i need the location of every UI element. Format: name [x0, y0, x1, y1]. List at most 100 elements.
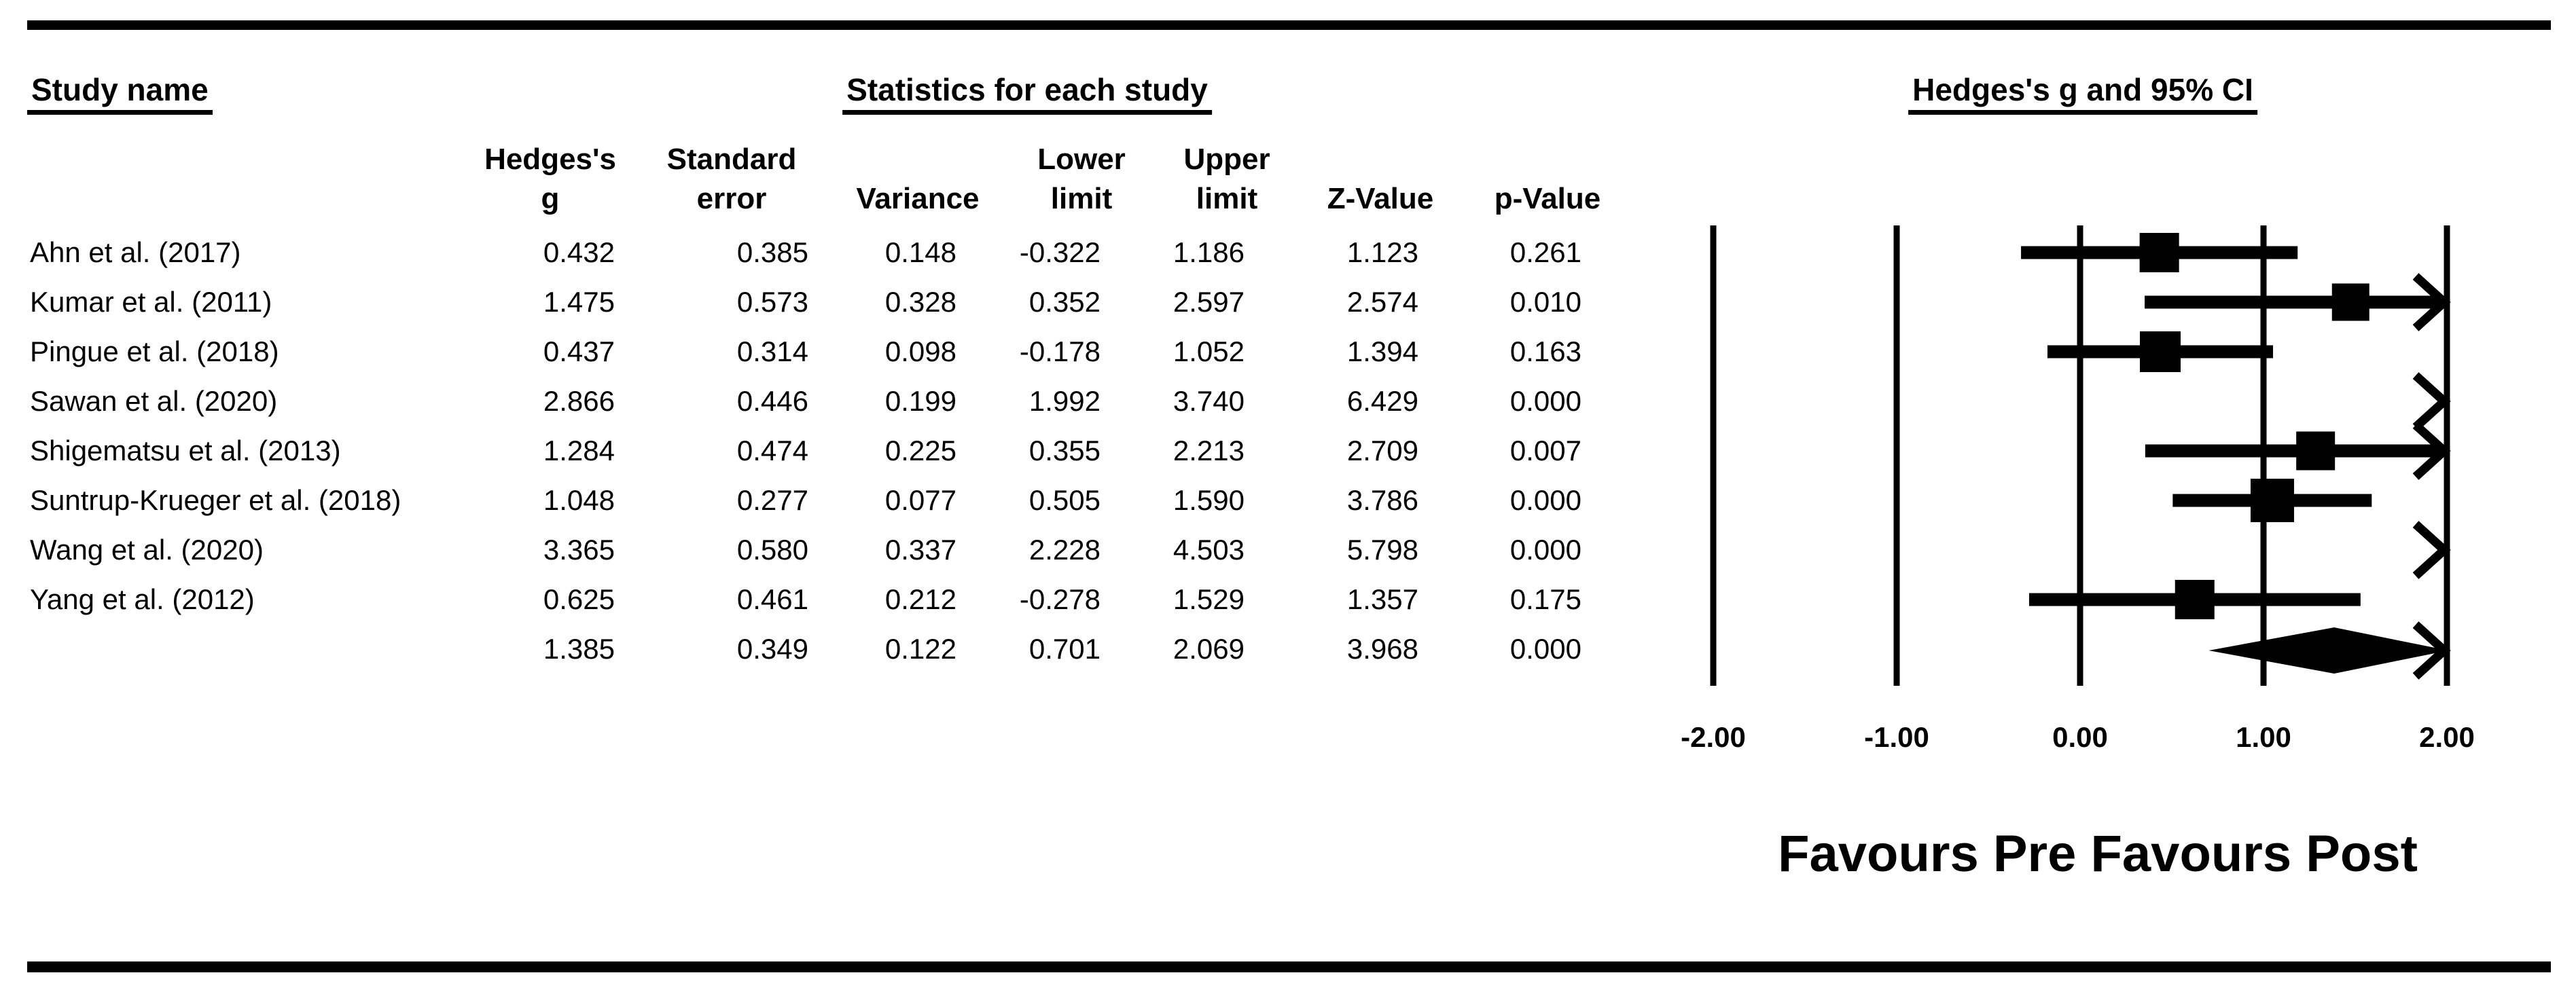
- study-name-label: Pingue et al. (2018): [30, 335, 279, 367]
- ci-plot-section-header: Hedges's g and 95% CI: [1908, 72, 2257, 115]
- cell-variance: 0.212: [884, 583, 956, 615]
- cell-se: 0.461: [736, 583, 808, 615]
- cell-lower: 0.505: [1028, 484, 1101, 516]
- cell-g: 1.284: [543, 435, 615, 466]
- study-name-label: Shigematsu et al. (2013): [30, 435, 341, 466]
- cell-lower: 2.228: [1028, 534, 1101, 566]
- cell-g: 1.475: [543, 286, 615, 318]
- summary-diamond: [2208, 627, 2448, 674]
- column-header-variance: Variance: [856, 182, 980, 215]
- cell-lower: -0.278: [1019, 583, 1101, 615]
- cell-g: 3.365: [543, 534, 615, 566]
- cell-p: 0.163: [1509, 335, 1581, 367]
- axis-tick-label: -2.00: [1681, 721, 1746, 753]
- study-weight-square: [2139, 331, 2181, 372]
- cell-se: 0.277: [736, 484, 808, 516]
- cell-se: 0.573: [736, 286, 808, 318]
- cell-g: 1.048: [543, 484, 615, 516]
- cell-variance: 0.337: [884, 534, 956, 566]
- ci-clipped-arrow-icon: [2412, 521, 2451, 579]
- top-border-rule: [27, 20, 2551, 30]
- study-name-label: Sawan et al. (2020): [30, 385, 278, 417]
- cell-variance: 0.098: [884, 335, 956, 367]
- cell-upper: 2.597: [1173, 286, 1245, 318]
- cell-p: 0.261: [1509, 236, 1581, 268]
- cell-z: 1.123: [1346, 236, 1418, 268]
- axis-tick-label: 1.00: [2236, 721, 2291, 753]
- cell-p: 0.010: [1509, 286, 1581, 318]
- cell-p: 0.000: [1509, 534, 1581, 566]
- cell-upper: 3.740: [1173, 385, 1245, 417]
- cell-p: 0.007: [1509, 435, 1581, 466]
- favours-axis-label: Favours Pre Favours Post: [1778, 825, 2418, 883]
- cell-se: 0.580: [736, 534, 808, 566]
- ci-clipped-arrow-icon: [2412, 372, 2451, 430]
- cell-se: 0.474: [736, 435, 808, 466]
- cell-variance: 0.122: [884, 633, 956, 665]
- cell-upper: 2.069: [1173, 633, 1245, 665]
- study-weight-square: [2250, 479, 2294, 522]
- cell-se: 0.349: [736, 633, 808, 665]
- cell-g: 0.437: [543, 335, 615, 367]
- cell-upper: 4.503: [1173, 534, 1245, 566]
- cell-z: 2.574: [1346, 286, 1418, 318]
- study-name-label: Wang et al. (2020): [30, 534, 264, 566]
- cell-g: 0.432: [543, 236, 615, 268]
- axis-tick-label: 0.00: [2052, 721, 2108, 753]
- cell-upper: 1.590: [1173, 484, 1245, 516]
- cell-z: 1.357: [1346, 583, 1418, 615]
- column-header-lower: Lower limit: [1037, 143, 1126, 215]
- study-weight-square: [2296, 431, 2336, 471]
- cell-z: 2.709: [1346, 435, 1418, 466]
- cell-g: 0.625: [543, 583, 615, 615]
- column-header-upper: Upper limit: [1183, 143, 1270, 215]
- column-header-p: p-Value: [1494, 182, 1601, 215]
- cell-lower: -0.178: [1019, 335, 1101, 367]
- ci-clipped-arrow-icon: [2412, 422, 2451, 480]
- cell-variance: 0.148: [884, 236, 956, 268]
- cell-lower: 0.352: [1028, 286, 1101, 318]
- column-header-g: Hedges's g: [484, 143, 616, 215]
- study-weight-square: [2331, 283, 2369, 321]
- cell-variance: 0.225: [884, 435, 956, 466]
- column-header-se: Standard error: [666, 143, 797, 215]
- cell-g: 1.385: [543, 633, 615, 665]
- ci-clipped-arrow-icon: [2412, 273, 2451, 331]
- cell-z: 3.968: [1346, 633, 1418, 665]
- cell-p: 0.000: [1509, 633, 1581, 665]
- cell-lower: -0.322: [1019, 236, 1101, 268]
- cell-g: 2.866: [543, 385, 615, 417]
- study-weight-square: [2139, 233, 2179, 272]
- study-name-label: Ahn et al. (2017): [30, 236, 241, 268]
- cell-variance: 0.199: [884, 385, 956, 417]
- cell-p: 0.000: [1509, 385, 1581, 417]
- cell-se: 0.385: [736, 236, 808, 268]
- axis-tick-label: 2.00: [2419, 721, 2475, 753]
- cell-upper: 1.052: [1173, 335, 1245, 367]
- cell-variance: 0.328: [884, 286, 956, 318]
- cell-lower: 0.701: [1028, 633, 1101, 665]
- cell-z: 6.429: [1346, 385, 1418, 417]
- study-name-label: Suntrup-Krueger et al. (2018): [30, 484, 401, 516]
- study-name-section-header: Study name: [27, 72, 213, 115]
- cell-upper: 1.186: [1173, 236, 1245, 268]
- statistics-section-header: Statistics for each study: [842, 72, 1212, 115]
- cell-upper: 2.213: [1173, 435, 1245, 466]
- study-name-label: Yang et al. (2012): [30, 583, 255, 615]
- cell-p: 0.000: [1509, 484, 1581, 516]
- cell-z: 1.394: [1346, 335, 1418, 367]
- cell-p: 0.175: [1509, 583, 1581, 615]
- cell-lower: 1.992: [1028, 385, 1101, 417]
- ci-clipped-arrow-icon: [2412, 621, 2451, 680]
- study-weight-square: [2175, 580, 2215, 619]
- axis-tick-label: -1.00: [1864, 721, 1929, 753]
- study-name-label: Kumar et al. (2011): [30, 286, 272, 318]
- cell-variance: 0.077: [884, 484, 956, 516]
- column-header-z: Z-Value: [1327, 182, 1434, 215]
- cell-se: 0.314: [736, 335, 808, 367]
- bottom-border-rule: [27, 961, 2551, 972]
- cell-z: 5.798: [1346, 534, 1418, 566]
- cell-se: 0.446: [736, 385, 808, 417]
